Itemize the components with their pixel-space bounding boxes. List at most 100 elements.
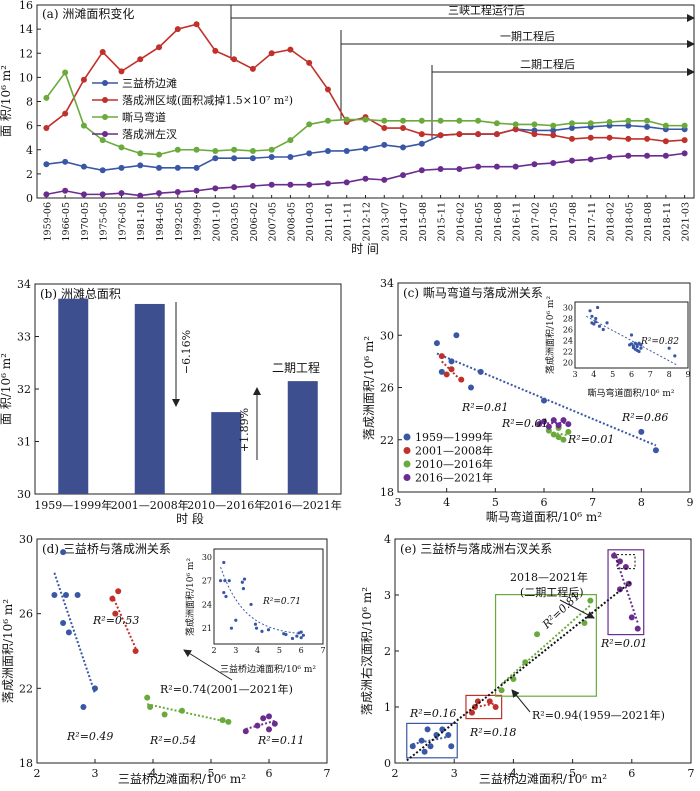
e-point <box>468 709 475 716</box>
c-point <box>433 340 440 347</box>
d-x-tick-label: 4 <box>150 767 157 780</box>
e-annot-line1: 2018—2021年 <box>510 570 588 584</box>
panel-d-frame <box>36 538 328 764</box>
a-data-point <box>400 117 407 124</box>
a-data-point <box>606 153 613 160</box>
a-data-point <box>475 163 482 170</box>
d-inset-point <box>229 626 234 630</box>
d-inset-point <box>224 594 228 599</box>
panel-d-y-label: 落成洲面积/10⁶ m² <box>1 599 15 703</box>
a-x-tick-label: 2006-02 <box>249 202 260 241</box>
c-inset-point <box>637 349 641 354</box>
c-inset-fit-line <box>586 315 677 366</box>
panel-e-y-label: 落成洲右汊面积/10⁶ m² <box>359 587 374 715</box>
a-data-point <box>324 180 331 187</box>
c-r2-red: R²=0.81 <box>461 401 508 414</box>
a-data-point <box>193 21 200 28</box>
a-data-point <box>306 181 313 188</box>
c-y-tick-label: 30 <box>380 329 394 342</box>
d-point <box>144 694 151 701</box>
a-data-point <box>400 125 407 132</box>
d-inset-point <box>295 634 299 638</box>
a-data-point <box>174 26 181 33</box>
d-inset-y-tick-label: 24 <box>202 600 212 609</box>
a-data-point <box>268 153 275 160</box>
b-x-tick-label: 2010—2016年 <box>187 498 265 512</box>
a-data-point <box>644 117 651 124</box>
a-data-point <box>231 146 238 153</box>
c-inset-point <box>588 309 592 313</box>
c-y-tick-label: 22 <box>380 434 394 447</box>
a-data-point <box>212 147 219 154</box>
a-x-tick-label: 1966-05 <box>61 202 72 241</box>
panel-d-inset: 2 3 4 5 6 7 21 24 27 30 R²=0.71 三益桥边滩面积/10⁶ m² 落成… <box>184 548 326 675</box>
a-data-point <box>550 122 557 129</box>
c-legend-marker <box>403 447 411 454</box>
c-point <box>652 447 659 454</box>
a-x-tick-label: 2016-05 <box>474 202 485 241</box>
a-x-tick-label: 2018-02 <box>606 202 617 241</box>
a-data-point <box>568 135 575 142</box>
a-data-point <box>174 146 181 153</box>
a-data-point <box>287 181 294 188</box>
e-point <box>439 726 446 733</box>
e-fit-line <box>412 735 452 746</box>
a-x-tick-label: 2012-12 <box>362 202 373 241</box>
a-data-point <box>249 65 256 72</box>
e-group-box <box>406 722 458 759</box>
a-data-point <box>156 151 163 158</box>
a-data-point <box>43 191 50 198</box>
c-fit-line <box>441 360 462 382</box>
e-point <box>587 597 594 604</box>
a-data-point <box>80 76 87 83</box>
a-data-point <box>343 116 350 123</box>
e-point <box>418 737 425 744</box>
d-r2-total: R²=0.74(2001—2021年) <box>160 682 293 696</box>
d-x-tick-label: 6 <box>266 767 273 780</box>
e-point <box>634 625 641 632</box>
e-point <box>433 732 440 738</box>
a-x-tick-label: 2016-02 <box>455 202 466 241</box>
d-point <box>225 718 232 725</box>
d-inset-x-tick-label: 6 <box>299 646 304 655</box>
a-data-point <box>625 122 632 129</box>
a-y-tick-label: 10 <box>19 71 33 84</box>
e-fit-line <box>471 702 496 709</box>
c-y-tick-label: 26 <box>380 382 394 395</box>
c-inset-y-label: 落成洲面积/10⁶ m² <box>544 296 556 374</box>
a-data-point <box>306 121 313 128</box>
e-point <box>616 586 623 593</box>
panel-e-plot <box>406 549 645 762</box>
a-data-point <box>268 146 275 153</box>
a-data-point <box>568 157 575 164</box>
e-y-tick-label: 2 <box>384 645 391 658</box>
a-data-point <box>437 117 444 124</box>
a-data-point <box>80 191 87 198</box>
panel-c-y-label: 落成洲面积/10⁶ m² <box>362 336 376 440</box>
c-legend-label: 1959—1999年 <box>415 430 493 444</box>
d-inset-point <box>241 586 246 591</box>
c-x-tick-label: 7 <box>589 496 596 509</box>
c-inset-x-tick-label: 3 <box>572 370 577 379</box>
d-inset-point <box>249 602 253 607</box>
c-x-tick-label: 9 <box>687 496 694 509</box>
a-data-point <box>625 117 632 124</box>
c-fit-line <box>539 421 569 425</box>
c-x-tick-label: 5 <box>492 496 499 509</box>
c-inset-point <box>596 305 600 310</box>
a-data-point <box>662 138 669 145</box>
a-legend-label: 三益桥边滩 <box>122 76 177 90</box>
a-y-tick-label: 0 <box>26 192 33 205</box>
phase2-label: 二期工程后 <box>520 58 575 71</box>
a-y-tick-label: 16 <box>19 0 33 12</box>
a-x-tick-label: 1992-05 <box>174 202 185 241</box>
panel-b-x-label: 时 段 <box>176 511 204 526</box>
a-x-tick-label: 2017-11 <box>587 202 598 241</box>
panel-b-y-ticks: 30 31 32 33 34 <box>17 278 39 501</box>
c-inset-point <box>601 327 605 332</box>
a-x-tick-label: 2018-05 <box>624 202 635 241</box>
a-data-point <box>512 126 519 133</box>
panel-d-title: (d) 三益桥与落成洲关系 <box>42 542 171 556</box>
d-point <box>80 704 87 710</box>
